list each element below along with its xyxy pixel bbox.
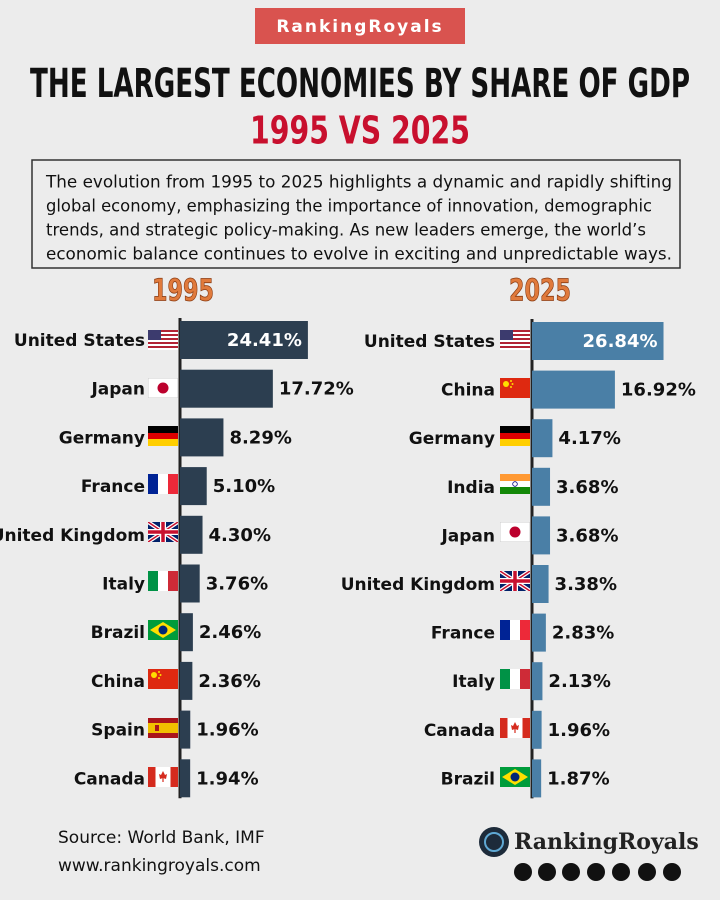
category-label: United States — [14, 331, 145, 351]
social-icons — [514, 863, 681, 881]
description-line: economic balance continues to evolve in … — [46, 245, 672, 264]
bar — [180, 418, 224, 457]
value-label: 1.87% — [547, 768, 609, 789]
website: www.rankingroyals.com — [58, 856, 261, 876]
value-label: 5.10% — [213, 476, 275, 497]
category-label: Italy — [102, 575, 145, 595]
social-icon[interactable] — [638, 863, 656, 881]
flags-1995 — [148, 330, 178, 787]
value-label: 26.84% — [583, 331, 658, 352]
bar — [180, 515, 203, 554]
bar — [532, 516, 551, 555]
logo-icon-ring — [484, 832, 504, 852]
category-label: United Kingdom — [341, 575, 495, 595]
bar — [180, 759, 191, 798]
bar — [532, 565, 549, 603]
value-label: 3.68% — [556, 477, 618, 498]
value-label: 3.38% — [555, 574, 617, 595]
chart-title: 2025 — [509, 274, 571, 309]
category-label: Germany — [59, 428, 145, 448]
value-label: 1.96% — [196, 720, 258, 741]
category-label: Japan — [90, 380, 145, 400]
category-label: Japan — [440, 526, 495, 546]
social-icon[interactable] — [612, 863, 630, 881]
bar — [532, 613, 546, 652]
value-label: 2.83% — [552, 623, 614, 644]
logo-text: RankingRoyals — [514, 829, 699, 855]
category-label: India — [447, 478, 495, 498]
bar — [532, 467, 551, 506]
category-label: Spain — [91, 721, 145, 741]
bar — [180, 369, 273, 408]
bar — [180, 321, 308, 359]
value-label: 2.13% — [548, 671, 610, 692]
value-label: 4.30% — [209, 525, 271, 546]
bar — [532, 710, 542, 749]
value-label: 16.92% — [621, 380, 696, 401]
description-line: trends, and strategic policy-making. As … — [46, 221, 646, 240]
value-label: 2.46% — [199, 622, 261, 643]
brand: RankingRoyals — [276, 17, 443, 37]
category-label: Brazil — [91, 623, 145, 643]
category-label: China — [441, 381, 495, 401]
category-label: France — [431, 624, 495, 644]
category-label: Italy — [452, 672, 495, 692]
brand-badge — [255, 8, 465, 44]
value-label: 24.41% — [227, 330, 302, 351]
category-label: Germany — [409, 429, 495, 449]
category-label: United States — [364, 332, 495, 352]
social-icon[interactable] — [663, 863, 681, 881]
flags-2025 — [500, 330, 530, 787]
value-label: 2.36% — [198, 671, 260, 692]
social-icon[interactable] — [587, 863, 605, 881]
category-label: China — [91, 672, 145, 692]
value-label: 1.94% — [196, 768, 258, 789]
value-label: 4.17% — [558, 428, 620, 449]
bar — [532, 322, 664, 360]
bar — [532, 759, 542, 798]
category-label: United Kingdom — [0, 526, 145, 546]
description-box — [31, 159, 681, 269]
subtitle: 1995 VS 2025 — [250, 109, 470, 153]
bar — [532, 419, 553, 458]
bar — [180, 710, 191, 749]
chart-title: 1995 — [152, 274, 214, 309]
logo-icon — [479, 827, 509, 857]
bar — [532, 370, 615, 409]
category-label: Canada — [74, 769, 145, 789]
bar — [180, 467, 207, 506]
bar — [180, 613, 193, 652]
value-label: 3.76% — [206, 574, 268, 595]
social-icon[interactable] — [562, 863, 580, 881]
value-label: 17.72% — [279, 379, 354, 400]
description-line: The evolution from 1995 to 2025 highligh… — [45, 173, 672, 192]
value-label: 1.96% — [548, 720, 610, 741]
social-icon[interactable] — [514, 863, 532, 881]
source: Source: World Bank, IMF — [58, 828, 265, 848]
category-label: Brazil — [441, 769, 495, 789]
bar — [180, 661, 193, 700]
value-label: 8.29% — [229, 427, 291, 448]
description-line: global economy, emphasizing the importan… — [46, 197, 652, 216]
title: THE LARGEST ECONOMIES BY SHARE OF GDP — [30, 61, 690, 107]
social-icon[interactable] — [538, 863, 556, 881]
category-label: Canada — [424, 721, 495, 741]
value-label: 3.68% — [556, 525, 618, 546]
category-label: France — [81, 477, 145, 497]
bar — [180, 564, 200, 603]
bar — [532, 662, 543, 701]
